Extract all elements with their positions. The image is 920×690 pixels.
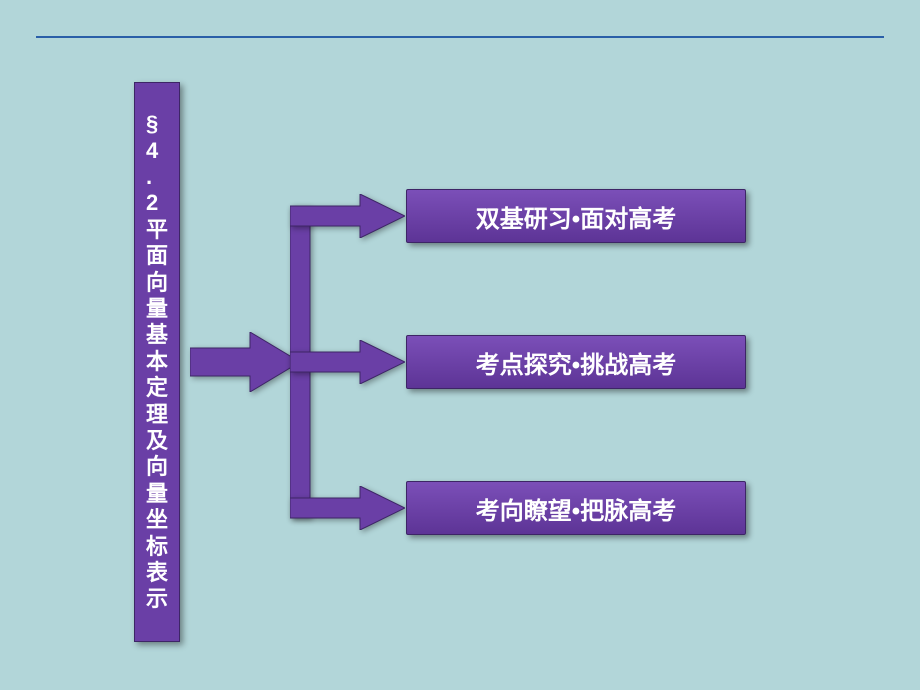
branch-arrow-icon: [290, 194, 405, 238]
branch-label: 考向瞭望•把脉高考: [476, 491, 676, 526]
branch-arrow-icon: [290, 486, 405, 530]
branch-arrow-icon: [290, 340, 405, 384]
branch-label: 考点探究•挑战高考: [476, 345, 676, 380]
section-title-box: §4.2平面向量基本定理及向量坐标表示: [134, 82, 180, 642]
top-divider: [36, 36, 884, 38]
main-arrow-icon: [190, 332, 300, 392]
branch-label: 双基研习•面对高考: [476, 199, 676, 234]
branch-box-3[interactable]: 考向瞭望•把脉高考: [406, 481, 746, 535]
branch-box-2[interactable]: 考点探究•挑战高考: [406, 335, 746, 389]
branch-box-1[interactable]: 双基研习•面对高考: [406, 189, 746, 243]
section-title-text: §4.2平面向量基本定理及向量坐标表示: [146, 111, 168, 612]
